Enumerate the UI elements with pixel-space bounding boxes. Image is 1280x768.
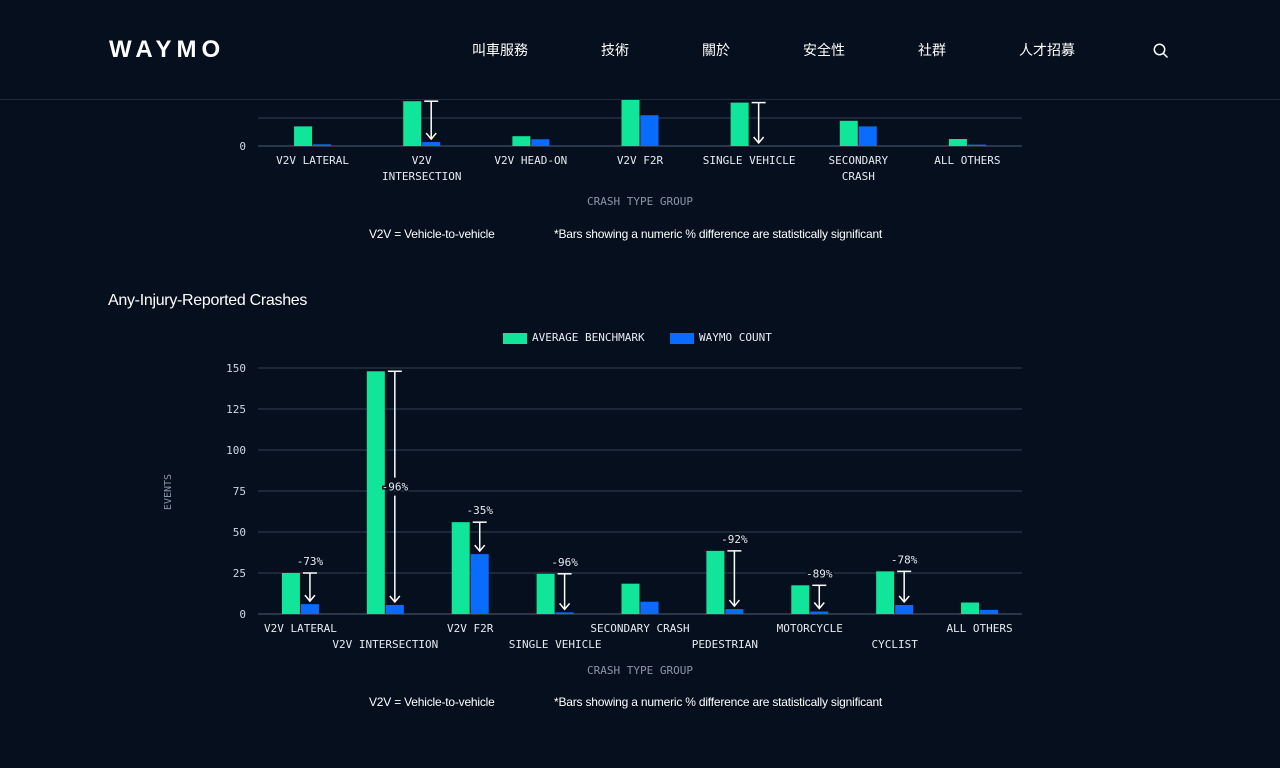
chart1-bar-waymo-v2v-head-on (531, 139, 550, 146)
chart2-x-tick-label-v2v-intersection: V2V INTERSECTION (332, 638, 438, 651)
legend-waymo-swatch (670, 333, 694, 344)
chart1-x-tick-label-all-others: ALL OTHERS (934, 154, 1000, 167)
chart2-y-tick-label: 75 (233, 485, 246, 498)
chart2-annotation-arrow (474, 544, 486, 553)
chart2-bar-waymo-cyclist (895, 604, 914, 614)
chart1-x-tick-label-v2v-head-on: V2V HEAD-ON (494, 154, 567, 167)
chart2-bar-benchmark-secondary-crash (621, 583, 640, 614)
chart1-y-tick-label: 0 (239, 140, 246, 153)
chart2-bar-benchmark-v2v-intersection (366, 371, 385, 614)
chart2-bar-waymo-v2v-intersection (385, 604, 404, 614)
chart2-bar-waymo-pedestrian (725, 609, 744, 614)
chart2-x-tick-label-cyclist: CYCLIST (871, 638, 918, 651)
chart2-annotation-label: -96% (551, 556, 578, 569)
chart1-x-tick-label-secondary-crash: CRASH (842, 170, 875, 183)
chart2-annotation-label: -92% (721, 533, 748, 546)
legend-benchmark-swatch (503, 333, 527, 344)
chart2-bar-benchmark-v2v-f2r (451, 522, 470, 614)
chart2-bar-waymo-single-vehicle (555, 612, 574, 614)
any-injury-crash-chart: 0 25 50 75 100 125 150 V2V LATERAL V2V INTERSECT… (163, 362, 1022, 677)
chart2-bar-waymo-v2v-f2r (470, 554, 489, 614)
chart2-y-tick-label: 125 (226, 403, 246, 416)
chart2-bar-benchmark-cyclist (876, 571, 895, 614)
chart1-annotation-arrow (425, 132, 437, 141)
nav-technology[interactable]: 技術 (601, 42, 629, 58)
chart2-bar-waymo-secondary-crash (640, 601, 659, 614)
chart2-y-tick-label: 0 (239, 608, 246, 621)
footnote-significance-1: *Bars showing a numeric % difference are… (554, 227, 883, 241)
footnote-significance-2: *Bars showing a numeric % difference are… (554, 695, 883, 709)
chart1-x-axis-title: CRASH TYPE GROUP (587, 195, 693, 208)
chart2-x-tick-label-pedestrian: PEDESTRIAN (692, 638, 758, 651)
chart2-bar-waymo-v2v-lateral (300, 604, 319, 614)
chart2-annotation-label: -78% (891, 553, 918, 566)
chart2-y-tick-label: 150 (226, 362, 246, 375)
search-icon[interactable] (1152, 42, 1170, 60)
chart1-x-tick-label-single-vehicle: SINGLE VEHICLE (703, 154, 796, 167)
chart1-bar-waymo-all-others (967, 144, 986, 146)
chart2-annotation-arrow (898, 595, 910, 604)
chart1-bar-benchmark-v2v-intersection (403, 101, 422, 146)
chart2-y-tick-label: 100 (226, 444, 246, 457)
chart2-bar-benchmark-pedestrian (706, 550, 725, 614)
airbag-crash-chart: 0 V2V LATERAL V2V INTERSECTION V2V HEAD-ON V2… (239, 82, 1022, 208)
chart1-x-tick-label-v2v-f2r: V2V F2R (617, 154, 664, 167)
chart1-bar-benchmark-secondary-crash (839, 120, 858, 146)
nav-community[interactable]: 社群 (918, 42, 946, 58)
chart2-x-tick-label-secondary-crash: SECONDARY CRASH (590, 622, 689, 635)
chart2-annotation-arrow (389, 595, 401, 604)
nav-ride[interactable]: 叫車服務 (472, 42, 528, 58)
chart1-bar-benchmark-v2v-head-on (512, 136, 531, 146)
nav-careers[interactable]: 人才招募 (1019, 42, 1075, 58)
chart1-bar-benchmark-single-vehicle (730, 102, 749, 146)
chart2-x-tick-label-single-vehicle: SINGLE VEHICLE (509, 638, 602, 651)
chart1-bar-waymo-secondary-crash (858, 126, 877, 146)
chart1-x-tick-label-v2v-lateral: V2V LATERAL (276, 154, 349, 167)
chart1-bar-waymo-v2v-intersection (422, 142, 441, 146)
chart1-bar-benchmark-all-others (948, 139, 967, 146)
chart2-annotation-label: -73% (297, 555, 324, 568)
chart1-annotation-arrow (753, 136, 765, 145)
footnote-v2v-2: V2V = Vehicle-to-vehicle (369, 695, 495, 709)
chart2-annotation-arrow (304, 594, 316, 603)
chart2-annotation-label: -35% (466, 504, 493, 517)
site-header: WAYMO 叫車服務 技術 關於 安全性 社群 人才招募 (0, 0, 1280, 100)
chart1-bar-waymo-v2v-lateral (313, 144, 332, 146)
chart2-bar-benchmark-motorcycle (791, 585, 810, 614)
chart2-x-tick-label-v2v-f2r: V2V F2R (447, 622, 494, 635)
section-title-any-injury: Any-Injury-Reported Crashes (108, 292, 308, 309)
chart2-x-tick-label-all-others: ALL OTHERS (946, 622, 1012, 635)
chart2-annotation-label: -96% (382, 481, 409, 494)
chart1-x-tick-label-secondary-crash: SECONDARY (828, 154, 888, 167)
footnote-v2v-1: V2V = Vehicle-to-vehicle (369, 227, 495, 241)
chart1-bar-waymo-v2v-f2r (640, 115, 659, 146)
chart2-y-tick-label: 50 (233, 526, 246, 539)
chart2-annotation-label: -89% (806, 567, 833, 580)
chart2-bar-benchmark-v2v-lateral (281, 573, 300, 614)
chart2-x-tick-label-v2v-lateral: V2V LATERAL (264, 622, 337, 635)
chart2-y-tick-label: 25 (233, 567, 246, 580)
chart2-x-axis-title: CRASH TYPE GROUP (587, 664, 693, 677)
chart2-x-tick-label-motorcycle: MOTORCYCLE (777, 622, 843, 635)
chart2-bar-waymo-motorcycle (810, 611, 829, 614)
legend-benchmark-label: AVERAGE BENCHMARK (532, 331, 645, 344)
chart2-annotation-arrow (813, 602, 825, 610)
chart2-annotation-arrow (559, 602, 571, 611)
legend-waymo-label: WAYMO COUNT (699, 331, 772, 344)
chart2-annotation-arrow (728, 599, 740, 608)
nav-about[interactable]: 關於 (702, 42, 730, 58)
chart2-bar-benchmark-single-vehicle (536, 573, 555, 614)
chart1-bar-benchmark-v2v-lateral (294, 126, 313, 146)
chart1-x-tick-label-v2v-intersection: INTERSECTION (382, 170, 461, 183)
chart1-bar-benchmark-v2v-f2r (621, 100, 640, 146)
waymo-logo[interactable]: WAYMO (109, 36, 226, 63)
chart2-bar-benchmark-all-others (961, 602, 980, 614)
chart2-y-axis-title: EVENTS (163, 474, 174, 510)
chart1-x-tick-label-v2v-intersection: V2V (412, 154, 432, 167)
nav-safety[interactable]: 安全性 (803, 42, 845, 58)
chart2-bar-waymo-all-others (980, 609, 999, 614)
